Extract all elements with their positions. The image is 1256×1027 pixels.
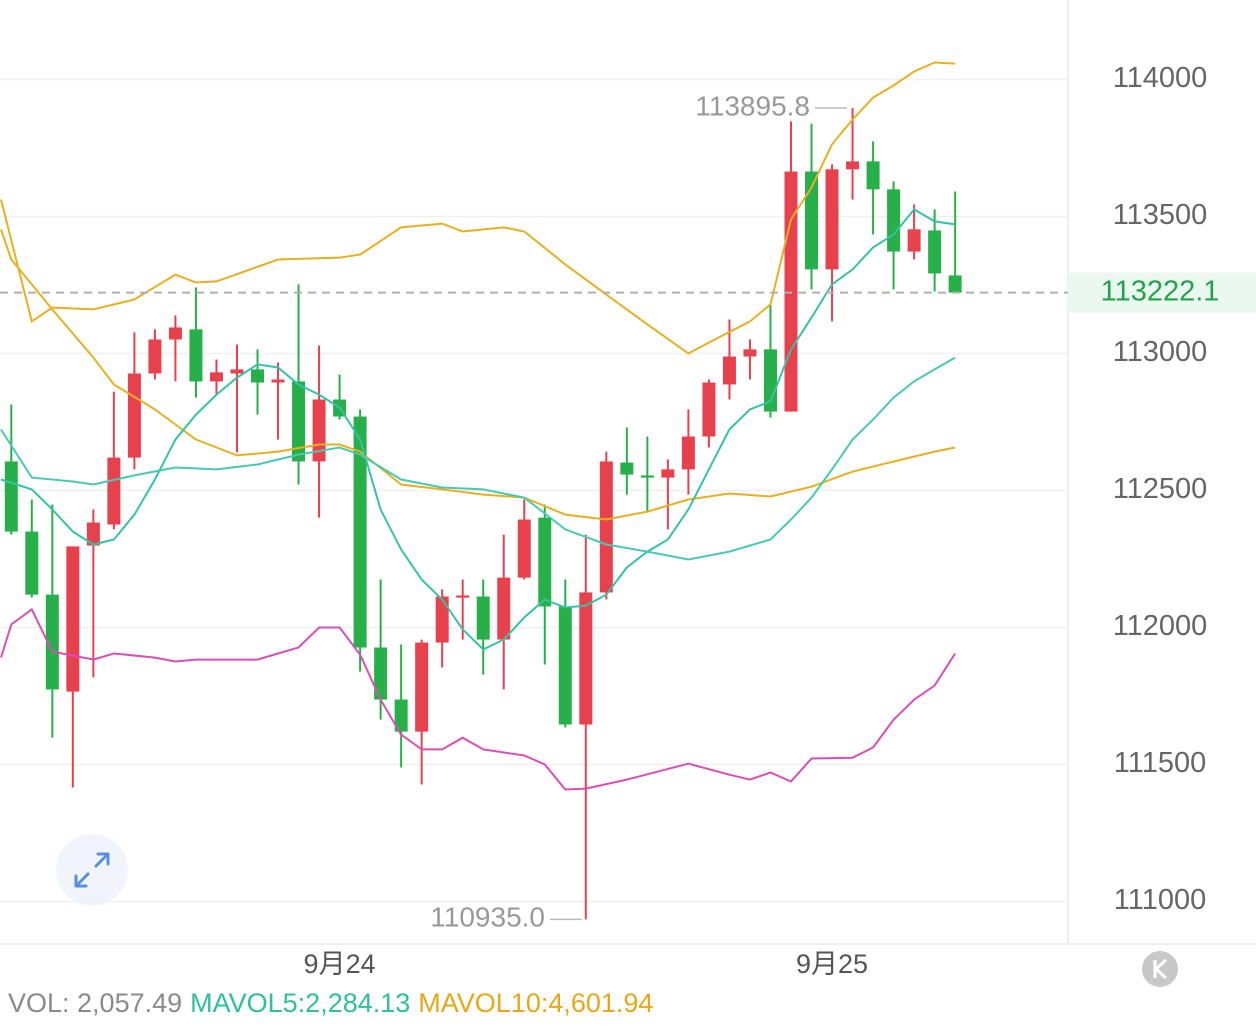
candle-body [681, 436, 695, 470]
candle-body [743, 349, 757, 357]
candle-body [784, 171, 798, 412]
volume-legend-item: MAVOL10:4,601.94 [418, 988, 653, 1018]
candle-body [948, 275, 962, 293]
candle-body [599, 461, 613, 593]
y-tick-label: 111000 [1114, 884, 1206, 916]
candle-body [928, 230, 942, 274]
k-icon [1153, 958, 1168, 980]
candle-body [435, 596, 449, 643]
expand-icon [74, 852, 110, 888]
candle-body [887, 189, 901, 252]
candle-body [127, 373, 141, 458]
candle-body [805, 171, 819, 270]
candle-body [476, 596, 490, 640]
candle-body [230, 369, 244, 374]
volume-legend-item: VOL: 2,057.49 [8, 988, 182, 1018]
candle-body [497, 577, 511, 640]
candle-body [25, 531, 39, 595]
indicator-line [0, 356, 956, 561]
indicator-line [0, 607, 956, 791]
x-tick-label: 9月24 [304, 949, 376, 979]
candle-body [640, 475, 654, 478]
candle-body [374, 647, 388, 700]
candle-body [538, 517, 552, 607]
indicator-line [0, 229, 956, 521]
volume-legend: VOL: 2,057.49 MAVOL5:2,284.13 MAVOL10:4,60… [8, 988, 653, 1018]
y-tick-label: 113500 [1113, 199, 1208, 231]
candle-body [353, 416, 367, 648]
candle-body [661, 469, 675, 478]
candle-body [620, 462, 634, 475]
candle-body [825, 169, 839, 270]
last-price-label: 113222.1 [1101, 275, 1220, 307]
candle-body [4, 461, 18, 532]
candle-body [846, 161, 860, 170]
candle-body [866, 161, 880, 190]
candle-body [517, 519, 531, 578]
candle-body [763, 349, 777, 412]
candle-body [292, 381, 306, 462]
candle-body [415, 642, 429, 732]
candle-body [394, 699, 408, 732]
candle-body [558, 606, 572, 725]
y-tick-label: 113000 [1113, 336, 1208, 368]
k-button[interactable] [1142, 951, 1178, 987]
candle-body [579, 592, 593, 725]
last-price-box [1068, 272, 1256, 313]
candle-body [722, 356, 736, 385]
candle-body [456, 595, 470, 598]
max-label: 113895.8 [695, 90, 810, 121]
expand-button[interactable] [56, 834, 128, 906]
y-tick-label: 112000 [1113, 610, 1208, 642]
candle-body [189, 329, 203, 382]
indicator-line [0, 208, 956, 651]
candle-body [86, 522, 100, 546]
candle-body [907, 229, 921, 252]
candle-body [251, 369, 265, 383]
candle-body [209, 372, 223, 382]
candle-body [271, 379, 285, 383]
k-circle [1142, 951, 1178, 987]
candle-body [148, 339, 162, 374]
volume-legend-item: MAVOL5:2,284.13 [190, 988, 410, 1018]
candle-body [66, 546, 80, 692]
x-tick-label: 9月25 [796, 949, 868, 979]
y-tick-label: 111500 [1114, 747, 1206, 779]
indicator-line [0, 61, 956, 355]
min-label: 110935.0 [430, 902, 545, 933]
y-tick-label: 112500 [1113, 473, 1208, 505]
candle-body [107, 457, 121, 525]
candle-body [702, 382, 716, 437]
candle-body [168, 327, 182, 340]
candle-body [45, 594, 59, 690]
y-tick-label: 114000 [1113, 62, 1208, 94]
expand-circle [56, 834, 128, 906]
